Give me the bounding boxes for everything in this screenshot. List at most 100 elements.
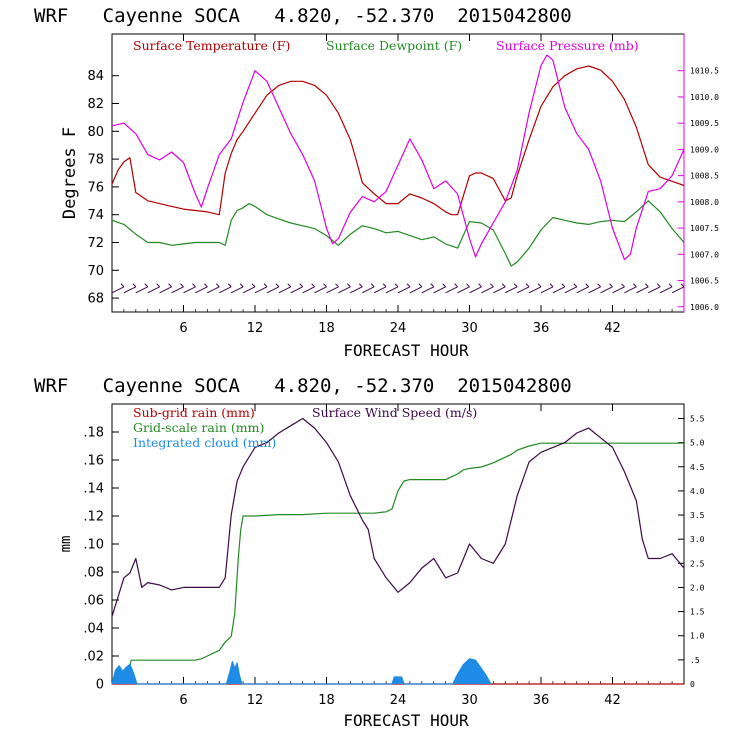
x-tick-label-top-36: 36 [533,321,550,336]
wind-barb [576,283,590,294]
x-tick-label-bottom-6: 6 [179,693,187,708]
wind-barb [171,283,184,294]
y-tick-label-bottom-.18: .18 [83,426,104,441]
y2-tick-label-bottom-2.5: 2.5 [690,559,705,568]
y2-tick-label-top-1007.5: 1007.5 [690,224,719,233]
series-dewpoint [111,200,685,267]
wind-barb [195,283,208,294]
wind-barb [385,283,399,294]
series-cloud [111,658,492,685]
wind-barb [421,283,435,294]
wind-barb [433,283,447,294]
wind-barb [123,283,137,294]
series-temperature [111,65,685,216]
y2-tick-label-top-1008.0: 1008.0 [690,198,719,207]
wind-barb [469,283,482,294]
y-tick-label-top-84: 84 [87,69,104,84]
wind-barb [528,283,542,294]
wind-barb [338,283,351,294]
x-tick-label-bottom-12: 12 [247,693,264,708]
y2-tick-label-top-1009.0: 1009.0 [690,145,719,154]
y2-tick-label-bottom-0: 0 [690,680,695,689]
series-gridscale [111,442,684,681]
wind-barb [230,283,244,294]
y-tick-label-top-70: 70 [87,264,104,279]
wind-barb [159,283,172,294]
x-tick-label-bottom-18: 18 [318,693,335,708]
wind-barb [600,283,613,294]
legend-surface-dewpoint: Surface Dewpoint (F) [326,38,462,53]
y2-tick-label-top-1008.5: 1008.5 [690,172,719,181]
wind-barb [314,283,327,294]
y2-tick-label-bottom-4.0: 4.0 [690,487,705,496]
y-tick-label-bottom-.06: .06 [83,594,104,609]
y-tick-label-bottom-.04: .04 [83,622,104,637]
wind-barb [481,283,494,294]
x-tick-label-top-12: 12 [247,321,264,336]
wind-barb [218,283,232,294]
x-tick-label-bottom-42: 42 [604,693,621,708]
wind-barb [647,283,661,294]
y2-tick-label-bottom-3.0: 3.0 [690,535,705,544]
wind-barb [278,283,292,294]
y2-tick-label-bottom-4.5: 4.5 [690,463,705,472]
y2-tick-label-bottom-1.5: 1.5 [690,608,705,617]
wind-barb [493,283,506,294]
y-tick-label-bottom-.14: .14 [83,482,104,497]
legend-integrated-cloud: Integrated cloud (mm) [133,435,276,450]
y-tick-label-bottom-.02: .02 [83,650,104,665]
wind-barb [147,283,161,294]
x-tick-label-top-42: 42 [604,321,621,336]
wind-barb [504,283,518,294]
y-tick-label-top-80: 80 [87,125,104,140]
legend-subgrid-rain: Sub-grid rain (mm) [133,405,255,420]
wind-barb [290,283,304,294]
y2-tick-label-bottom-5.5: 5.5 [690,414,705,423]
y2-tick-label-bottom-1.0: 1.0 [690,632,705,641]
x-tick-label-top-6: 6 [179,321,187,336]
y-axis-label-bottom: mm [58,536,74,553]
y-axis-label-top: Degrees F [60,127,80,219]
y-tick-label-bottom-.10: .10 [83,538,104,553]
wind-barb [659,283,673,294]
temperature-chart: WRF Cayenne SOCA 4.820, -52.370 20150428… [34,5,719,360]
wind-barb [397,283,411,294]
wind-barb [457,283,470,294]
chart-title-top: WRF Cayenne SOCA 4.820, -52.370 20150428… [34,5,572,27]
wind-barb [183,283,196,294]
chart-title-bottom: WRF Cayenne SOCA 4.820, -52.370 20150428… [34,375,572,397]
y2-tick-label-bottom-3.5: 3.5 [690,511,705,520]
y-tick-label-top-76: 76 [87,180,104,195]
wind-barb [636,283,649,294]
legend-surface-temperature: Surface Temperature (F) [133,38,290,53]
wind-barb [302,283,315,294]
x-tick-label-bottom-24: 24 [390,693,407,708]
x-tick-label-bottom-30: 30 [461,693,478,708]
y2-tick-label-top-1006.0: 1006.0 [690,303,719,312]
wind-barb [266,283,280,294]
wind-barb [552,283,566,294]
wind-barb [612,283,625,294]
precipitation-chart: WRF Cayenne SOCA 4.820, -52.370 20150428… [34,375,705,730]
y-tick-label-top-74: 74 [87,208,104,223]
wind-barb [373,283,387,294]
legend-surface-pressure: Surface Pressure (mb) [496,38,639,53]
wind-barb [564,283,578,294]
y2-tick-label-top-1007.0: 1007.0 [690,250,719,259]
wind-barb [242,283,256,294]
legend-surface-wind-speed: Surface Wind Speed (m/s) [312,405,477,420]
wind-barb [326,283,339,294]
wind-barb [111,283,125,294]
x-tick-label-top-18: 18 [318,321,335,336]
x-axis-label-bottom: FORECAST HOUR [343,711,469,730]
x-tick-label-top-30: 30 [461,321,478,336]
legend-gridscale-rain: Grid-scale rain (mm) [133,420,264,435]
wind-barb [409,283,423,294]
wind-barb [624,283,637,294]
x-tick-label-top-24: 24 [390,321,407,336]
y2-tick-label-bottom-2.0: 2.0 [690,583,705,592]
wind-barb [350,283,363,294]
wind-barb [445,283,458,294]
y-tick-label-bottom-.16: .16 [83,454,104,469]
